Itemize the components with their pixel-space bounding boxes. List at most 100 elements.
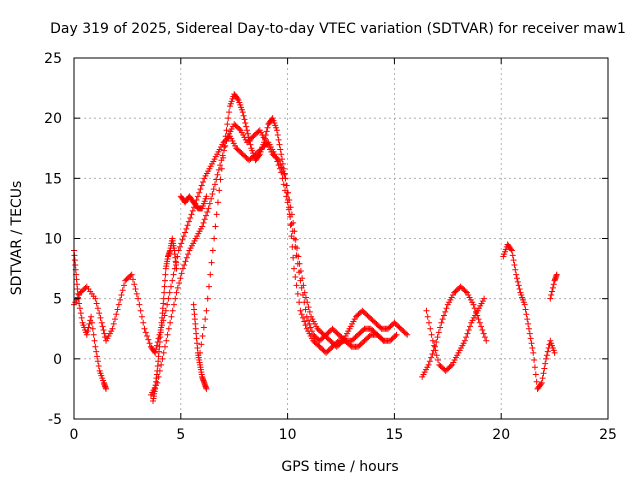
data-point [201,216,208,223]
data-point [429,351,436,358]
data-point [461,337,468,344]
data-point [120,282,127,289]
data-point [225,115,232,122]
data-point [209,190,216,197]
data-point [247,141,254,148]
data-point [160,349,167,356]
data-point [90,331,97,338]
data-point [479,326,486,333]
data-point [178,270,185,277]
data-point [261,139,268,146]
data-point [531,364,538,371]
data-point [334,338,341,345]
data-point [213,211,220,218]
data-point [544,348,551,355]
data-point [242,119,249,126]
data-point [392,332,399,339]
y-tick-labels: -5 0 5 10 15 20 25 [44,51,62,428]
data-point [185,218,192,225]
data-point [173,289,180,296]
data-point [88,313,95,320]
data-point [91,337,98,344]
data-point [547,295,554,302]
data-point [434,334,441,341]
data-point [293,282,300,289]
data-point [89,325,96,332]
data-point [300,282,307,289]
data-point [541,365,548,372]
data-point [516,286,523,293]
data-point [180,233,187,240]
data-point [217,176,224,183]
data-point [197,186,204,193]
data-point [76,300,83,307]
data-point [203,212,210,219]
data-point [283,193,290,200]
data-point [478,323,485,330]
data-point [86,320,93,327]
data-point [289,243,296,250]
data-point [432,347,439,354]
data-point [393,331,400,338]
data-point [442,308,449,315]
y-tick-label: 25 [44,51,62,67]
data-point [539,375,546,382]
data-point [286,211,293,218]
data-point [137,307,144,314]
data-point [522,306,529,313]
data-point [511,261,518,268]
data-point [304,299,311,306]
data-point [113,311,120,318]
data-point [144,332,151,339]
data-point [293,245,300,252]
data-point [533,378,540,385]
data-point [306,308,313,315]
data-point [431,342,438,349]
data-point [549,288,556,295]
data-point [218,165,225,172]
data-point [543,352,550,359]
data-point [136,301,143,308]
data-point [427,325,434,332]
data-point [211,181,218,188]
x-tick-label: 20 [492,427,510,443]
data-point [141,325,148,332]
data-point [282,175,289,182]
data-point [279,160,286,167]
data-point [223,138,230,145]
data-point [181,261,188,268]
data-point [84,328,91,335]
data-point [550,281,557,288]
data-point [182,258,189,265]
data-point [434,357,441,364]
chart-title: Day 319 of 2025, Sidereal Day-to-day VTE… [50,21,626,37]
data-point [160,295,167,302]
data-point [158,361,165,368]
data-point [206,200,213,207]
data-point [481,334,488,341]
data-point [88,319,95,326]
data-point [540,370,547,377]
data-point [296,260,303,267]
series-track-2 [147,121,411,398]
data-point [133,290,140,297]
data-point [526,330,533,337]
data-point [166,289,173,296]
data-point [428,354,435,361]
data-point [515,282,522,289]
data-point [165,325,172,332]
data-point [202,316,209,323]
data-point [481,295,488,302]
data-point [380,337,387,344]
data-point [114,306,121,313]
data-point [255,152,262,159]
data-point [261,135,268,142]
data-point [279,156,286,163]
data-point [167,319,174,326]
data-point [305,304,312,311]
data-point [138,313,145,320]
data-point [129,276,136,283]
data-point [209,247,216,254]
